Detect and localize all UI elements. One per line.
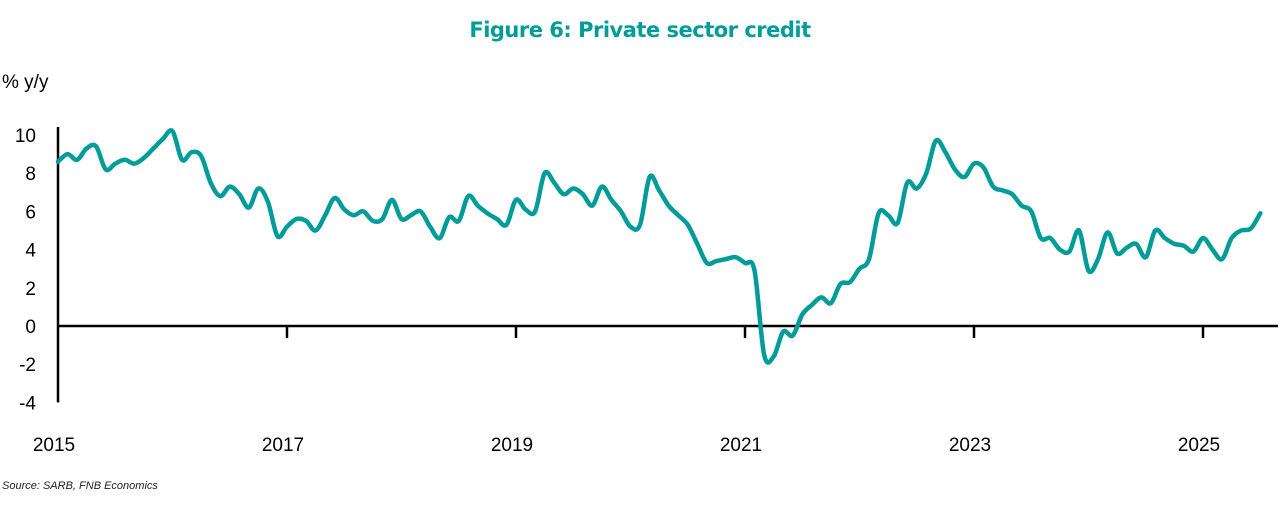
y-tick-label: 6 [25, 202, 36, 223]
source-note: Source: SARB, FNB Economics [2, 480, 158, 492]
y-axis-label: % y/y [2, 72, 49, 93]
chart-title: Figure 6: Private sector credit [469, 18, 811, 42]
y-tick-label: -4 [19, 393, 36, 414]
x-tick-label: 2015 [33, 435, 75, 456]
y-tick-label: 4 [25, 241, 36, 262]
x-tick-label: 2023 [949, 435, 991, 456]
series-line-private-sector-credit [55, 128, 1263, 365]
y-tick-label: 0 [25, 317, 36, 338]
x-tick-label: 2025 [1178, 435, 1220, 456]
y-tick-label: 2 [25, 279, 36, 300]
y-tick-label: -2 [19, 355, 36, 376]
x-tick-label: 2019 [491, 435, 533, 456]
y-tick-label: 10 [15, 126, 36, 147]
x-tick-label: 2017 [262, 435, 304, 456]
y-tick-label: 8 [25, 164, 36, 185]
x-tick-label: 2021 [720, 435, 762, 456]
